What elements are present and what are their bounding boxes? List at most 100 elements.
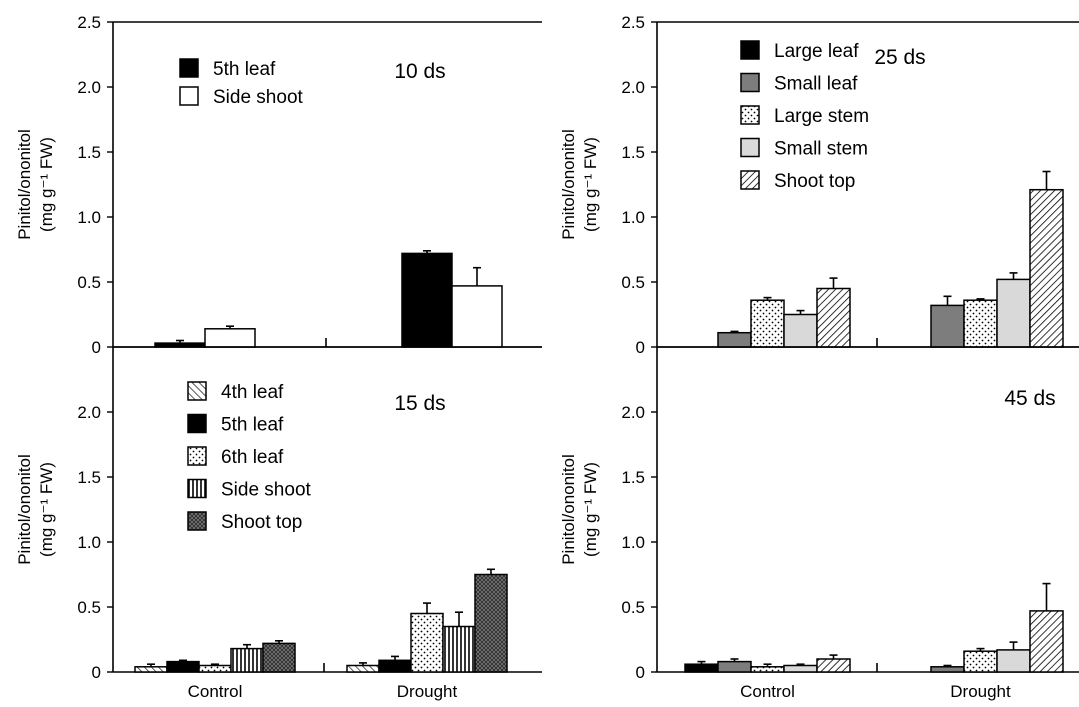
y-axis-label: Pinitol/ononitol (mg g⁻¹ FW) — [15, 454, 56, 565]
bar — [262, 642, 296, 673]
y-axis-label: Pinitol/ononitol (mg g⁻¹ FW) — [15, 129, 56, 240]
bar — [410, 612, 444, 673]
bar — [684, 663, 719, 673]
bar — [401, 252, 453, 348]
y-tick-label: 0.5 — [621, 273, 645, 292]
x-category-label: Control — [740, 682, 795, 701]
legend-swatch — [740, 170, 760, 190]
legend-label: Small leaf — [774, 74, 858, 95]
y-tick-label: 2.5 — [621, 13, 645, 32]
y-axis-label-line2: (mg g⁻¹ FW) — [37, 137, 56, 232]
legend: Large leaf Small leaf Large stem Small stem… — [740, 40, 869, 192]
x-category-label: Drought — [397, 682, 458, 701]
y-tick-label: 2.0 — [77, 78, 101, 97]
legend-swatch — [187, 413, 207, 434]
bar — [717, 331, 752, 348]
y-tick-label: 0 — [636, 338, 645, 357]
bar — [1029, 610, 1064, 673]
bar — [717, 660, 752, 673]
bar — [930, 304, 965, 348]
bar — [996, 649, 1031, 673]
legend-swatch — [187, 511, 207, 531]
legend-swatch — [187, 446, 207, 466]
legend-swatch — [740, 137, 760, 158]
y-tick-label: 1.0 — [77, 533, 101, 552]
y-tick-label: 1.0 — [77, 208, 101, 227]
y-tick-label: 2.0 — [77, 403, 101, 422]
y-axis-label-line1: Pinitol/ononitol — [559, 129, 578, 240]
legend-swatch — [179, 58, 199, 78]
legend-label: 5th leaf — [221, 415, 284, 436]
bar — [451, 285, 503, 348]
legend-label: 4th leaf — [221, 382, 284, 403]
y-axis-label: Pinitol/ononitol (mg g⁻¹ FW) — [559, 454, 600, 565]
bar — [816, 287, 851, 348]
chart-panel: 0 0.5 1.0 1.5 2.0 2.5 Pinitol/ononitol (mg g⁻¹ … — [559, 13, 1079, 357]
legend-label: Small stem — [774, 139, 868, 160]
legend-swatch — [740, 105, 760, 125]
bar — [134, 666, 168, 673]
legend-label: Side shoot — [221, 480, 312, 501]
x-category-label: Drought — [950, 682, 1011, 701]
bar — [783, 313, 818, 348]
bar — [230, 647, 264, 673]
legend-label: Side shoot — [213, 87, 304, 108]
bar — [1029, 188, 1064, 348]
y-tick-label: 0 — [92, 663, 101, 682]
y-axis-label-line1: Pinitol/ononitol — [15, 129, 34, 240]
legend-swatch — [740, 72, 760, 93]
bar — [930, 666, 965, 673]
legend-swatch — [179, 86, 199, 106]
legend-swatch — [187, 381, 207, 401]
legend-label: Shoot top — [774, 171, 855, 192]
y-axis-label-line2: (mg g⁻¹ FW) — [37, 462, 56, 557]
bar — [963, 650, 998, 673]
y-tick-label: 0.5 — [77, 273, 101, 292]
legend-swatch — [187, 478, 207, 499]
bar — [166, 660, 200, 673]
legend-label: Large stem — [774, 106, 869, 127]
y-tick-label: 1.5 — [621, 143, 645, 162]
bar — [204, 328, 256, 348]
legend-label: 5th leaf — [213, 59, 276, 80]
y-tick-label: 1.5 — [77, 143, 101, 162]
legend: 4th leaf 5th leaf 6th leaf Side shoot Shoot … — [187, 381, 312, 533]
bar — [346, 664, 380, 673]
chart-panel: 0 0.5 1.0 1.5 2.0 Pinitol/ononitol (mg g⁻¹ FW)… — [559, 346, 1079, 701]
y-tick-label: 0.5 — [77, 598, 101, 617]
chart-panel: 0 0.5 1.0 1.5 2.0 2.5 Pinitol/ononitol (mg g⁻¹ … — [15, 13, 542, 357]
panel-title: 10 ds — [394, 60, 445, 83]
y-axis-label-line1: Pinitol/ononitol — [15, 454, 34, 565]
bar — [996, 278, 1031, 348]
y-tick-label: 1.5 — [77, 468, 101, 487]
legend-label: Large leaf — [774, 41, 859, 62]
y-tick-label: 0.5 — [621, 598, 645, 617]
chart-panel: 0 0.5 1.0 1.5 2.0 Pinitol/ononitol (mg g⁻¹ FW)… — [15, 346, 542, 701]
y-axis-label-line2: (mg g⁻¹ FW) — [581, 462, 600, 557]
y-tick-label: 1.0 — [621, 533, 645, 552]
panel-title: 25 ds — [874, 46, 925, 69]
y-tick-label: 0 — [92, 338, 101, 357]
legend-label: Shoot top — [221, 512, 302, 533]
legend-swatch — [740, 40, 760, 60]
panel-title: 45 ds — [1004, 387, 1055, 410]
y-axis-label-line1: Pinitol/ononitol — [559, 454, 578, 565]
y-tick-label: 0 — [636, 663, 645, 682]
bar — [750, 299, 785, 348]
bar — [378, 659, 412, 673]
bar — [750, 666, 785, 673]
legend-label: 6th leaf — [221, 447, 284, 468]
y-tick-label: 2.5 — [77, 13, 101, 32]
bar — [816, 658, 851, 673]
y-axis-label: Pinitol/ononitol (mg g⁻¹ FW) — [559, 129, 600, 240]
bar — [783, 664, 818, 673]
x-category-label: Control — [188, 682, 243, 701]
panel-title: 15 ds — [394, 392, 445, 415]
bar — [963, 299, 998, 348]
y-tick-label: 1.0 — [621, 208, 645, 227]
y-axis-label-line2: (mg g⁻¹ FW) — [581, 137, 600, 232]
y-tick-label: 1.5 — [621, 468, 645, 487]
y-tick-label: 2.0 — [621, 78, 645, 97]
bar — [198, 664, 232, 673]
